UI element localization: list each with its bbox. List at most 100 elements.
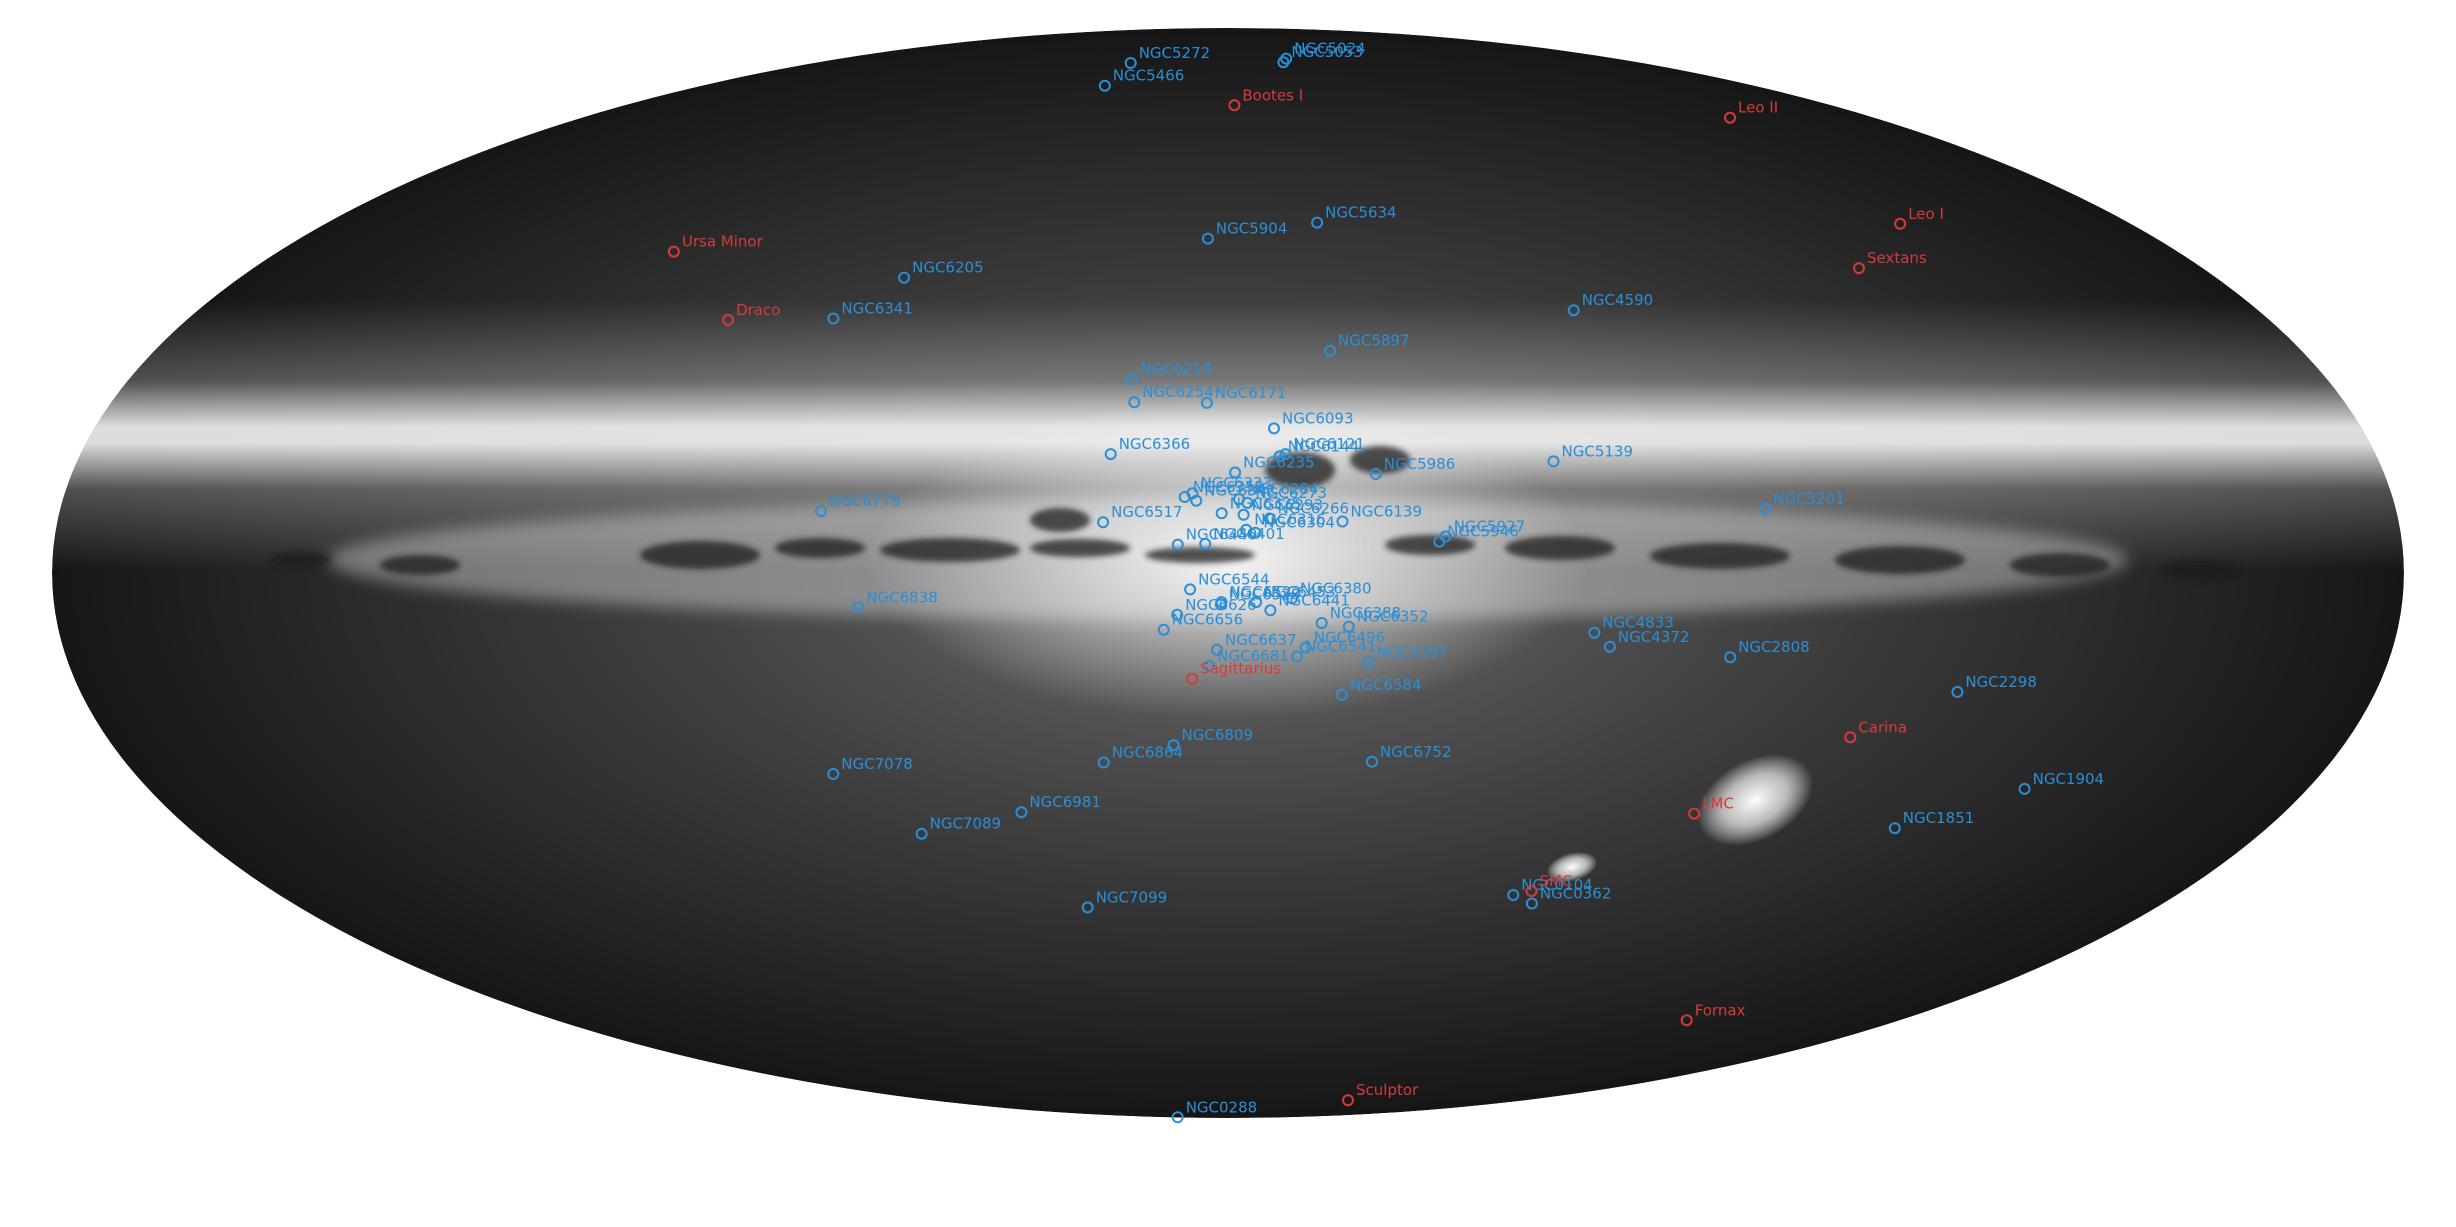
globular-cluster-ngc0288: NGC0288	[1171, 1098, 1257, 1124]
globular-cluster-label: NGC6144	[1288, 437, 1360, 455]
dwarf-galaxy-marker	[722, 313, 735, 326]
dwarf-galaxy-smc: SMC	[1525, 872, 1572, 898]
globular-cluster-marker	[1315, 617, 1328, 629]
globular-cluster-ngc5986: NGC5986	[1369, 455, 1455, 480]
globular-cluster-marker	[1268, 422, 1280, 435]
globular-cluster-marker	[1241, 496, 1254, 509]
dwarf-galaxy-label: Fornax	[1695, 1001, 1746, 1019]
dwarf-galaxy-sextans: Sextans	[1853, 249, 1927, 275]
globular-cluster-label: NGC6864	[1112, 744, 1184, 762]
globular-cluster-ngc6380: NGC6380	[1286, 579, 1372, 605]
globular-cluster-label: NGC5946	[1447, 523, 1519, 541]
globular-cluster-label: NGC6838	[866, 588, 938, 606]
globular-cluster-ngc6453: NGC6453	[1250, 583, 1336, 609]
globular-cluster-label: NGC6528	[1229, 585, 1301, 603]
dwarf-galaxy-fornax: Fornax	[1680, 1001, 1746, 1027]
dwarf-galaxy-marker	[1342, 1094, 1354, 1107]
globular-cluster-label: NGC5466	[1113, 67, 1185, 85]
globular-cluster-marker	[1507, 889, 1520, 901]
globular-cluster-label: NGC6441	[1278, 591, 1350, 609]
globular-cluster-ngc6441: NGC6441	[1264, 591, 1350, 617]
dwarf-galaxy-label: Ursa Minor	[682, 233, 764, 251]
globular-cluster-label: NGC6284	[1247, 480, 1319, 498]
globular-cluster-ngc6637: NGC6637	[1211, 631, 1297, 656]
globular-cluster-marker	[1263, 512, 1276, 525]
globular-cluster-marker	[1126, 373, 1139, 386]
globular-cluster-ngc3201: NGC3201	[1759, 490, 1845, 515]
globular-cluster-marker	[898, 271, 911, 284]
globular-cluster-marker	[1211, 643, 1223, 656]
globular-cluster-label: NGC6388	[1330, 604, 1402, 622]
globular-cluster-ngc6139: NGC6139	[1336, 503, 1423, 528]
globular-cluster-ngc7078: NGC7078	[827, 755, 913, 780]
globular-cluster-marker	[1240, 523, 1253, 536]
globular-cluster-marker	[1097, 756, 1110, 769]
globular-cluster-label: NGC6266	[1278, 500, 1350, 518]
globular-cluster-ngc5466: NGC5466	[1098, 67, 1185, 92]
globular-cluster-marker	[1171, 1111, 1184, 1124]
globular-cluster-label: NGC6293	[1252, 496, 1324, 514]
globular-cluster-label: NGC5272	[1139, 44, 1211, 62]
globular-cluster-marker	[1167, 739, 1180, 752]
globular-cluster-ngc6809: NGC6809	[1167, 726, 1253, 752]
globular-cluster-ngc6541: NGC6541	[1291, 638, 1377, 663]
globular-cluster-marker	[1336, 688, 1348, 701]
globular-cluster-label: NGC7089	[930, 815, 1002, 833]
globular-cluster-ngc5904: NGC5904	[1201, 220, 1287, 245]
globular-cluster-marker	[1201, 232, 1214, 245]
globular-cluster-ngc6981: NGC6981	[1015, 793, 1101, 819]
globular-cluster-marker	[1081, 901, 1094, 914]
globular-cluster-marker	[1299, 641, 1312, 654]
globular-cluster-label: NGC6453	[1264, 583, 1336, 601]
dwarf-galaxy-marker	[667, 245, 680, 258]
dwarf-galaxy-label: Carina	[1858, 718, 1907, 736]
globular-cluster-marker	[827, 312, 840, 325]
globular-cluster-marker	[1264, 604, 1277, 617]
globular-cluster-label: NGC6121	[1293, 435, 1365, 453]
globular-cluster-marker	[1171, 608, 1184, 621]
dwarf-galaxy-label: Bootes I	[1242, 86, 1303, 104]
globular-cluster-ngc6352: NGC6352	[1342, 608, 1429, 633]
globular-cluster-label: NGC6681	[1217, 647, 1289, 665]
globular-cluster-label: NGC6171	[1215, 384, 1287, 402]
dwarf-galaxy-sagittarius: Sagittarius	[1186, 660, 1281, 685]
dwarf-galaxy-label: Sculptor	[1356, 1081, 1419, 1099]
globular-cluster-label: NGC6366	[1119, 435, 1191, 453]
globular-cluster-ngc5897: NGC5897	[1324, 332, 1410, 357]
dwarf-galaxy-marker	[1228, 99, 1241, 112]
globular-cluster-label: NGC5897	[1338, 332, 1410, 350]
globular-cluster-marker	[852, 601, 865, 614]
globular-cluster-label: NGC6235	[1243, 454, 1315, 472]
dwarf-galaxy-leo-ii: Leo II	[1724, 99, 1778, 124]
globular-cluster-marker	[2018, 782, 2031, 795]
dwarf-galaxy-label: Leo II	[1738, 99, 1778, 117]
globular-cluster-label: NGC7078	[841, 755, 913, 773]
smc-glow	[1546, 851, 1598, 883]
globular-cluster-label: NGC6218	[1140, 360, 1212, 378]
dwarf-galaxy-marker	[1525, 885, 1538, 898]
globular-cluster-ngc6366: NGC6366	[1104, 435, 1191, 461]
globular-cluster-ngc6656: NGC6656	[1157, 611, 1243, 636]
globular-cluster-ngc5053: NGC5053	[1277, 43, 1363, 69]
globular-cluster-ngc6235: NGC6235	[1229, 454, 1315, 479]
globular-cluster-marker	[1200, 396, 1213, 409]
globular-cluster-ngc2808: NGC2808	[1724, 638, 1810, 664]
globular-cluster-label: NGC6352	[1357, 608, 1429, 626]
globular-cluster-ngc6273: NGC6273	[1241, 484, 1327, 509]
globular-cluster-marker	[915, 827, 928, 840]
globular-cluster-label: NGC6273	[1255, 484, 1327, 502]
globular-cluster-ngc4590: NGC4590	[1567, 291, 1654, 317]
globular-cluster-marker	[1203, 660, 1216, 673]
globular-cluster-label: NGC6139	[1351, 503, 1423, 521]
dwarf-galaxy-marker	[1680, 1014, 1693, 1027]
globular-cluster-marker	[1186, 487, 1199, 500]
globular-cluster-label: NGC6304	[1263, 514, 1335, 532]
globular-cluster-label: NGC6254	[1142, 383, 1214, 401]
globular-cluster-marker	[1277, 56, 1290, 69]
globular-cluster-label: NGC6341	[841, 300, 913, 318]
globular-cluster-marker	[1199, 537, 1212, 550]
globular-cluster-ngc5139: NGC5139	[1547, 442, 1633, 468]
dwarf-galaxy-label: LMC	[1702, 795, 1734, 813]
globular-cluster-marker	[1311, 216, 1324, 229]
globular-cluster-label: NGC4590	[1582, 291, 1654, 309]
